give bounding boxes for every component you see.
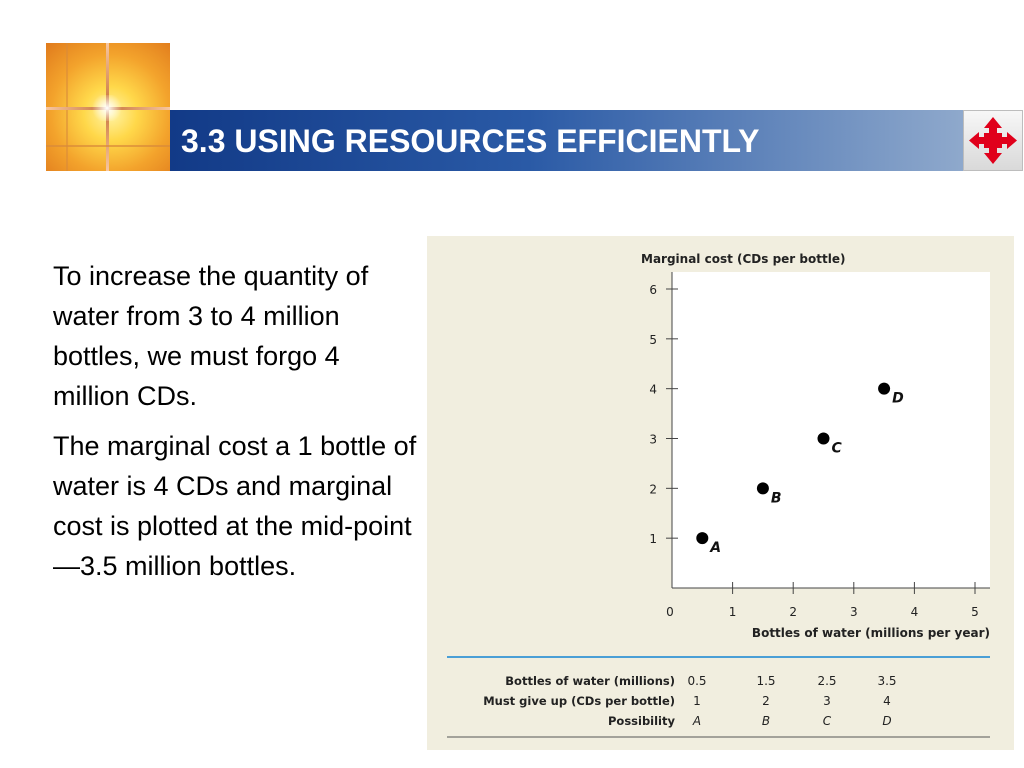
paragraph-2: The marginal cost a 1 bottle of water is…	[53, 431, 417, 581]
x-tick-label: 5	[971, 605, 979, 619]
y-tick-label: 4	[649, 383, 657, 397]
table-cell: C	[823, 714, 832, 728]
data-point-c	[817, 432, 830, 445]
title-bar	[170, 110, 965, 171]
y-tick-label: 3	[649, 433, 657, 447]
table-cell: A	[692, 714, 701, 728]
data-point-label: B	[771, 490, 782, 506]
body-text: To increase the quantity of water from 3…	[53, 256, 418, 596]
x-tick-label: 4	[911, 605, 919, 619]
data-point-label: C	[832, 441, 843, 457]
table-cell: B	[762, 714, 770, 728]
marginal-cost-chart: Marginal cost (CDs per bottle) Bottles of…	[447, 252, 990, 738]
table-cell: 3	[823, 694, 831, 708]
x-tick-label: 2	[789, 605, 797, 619]
data-point-label: D	[892, 391, 904, 407]
data-point-label: A	[709, 540, 721, 556]
table-cell: 1	[693, 694, 701, 708]
slide-title: 3.3 USING RESOURCES EFFICIENTLY	[181, 123, 760, 159]
plot-area	[672, 272, 990, 588]
x-tick-label: 0	[666, 605, 674, 619]
data-point-b	[756, 482, 769, 495]
table-cell: 2	[762, 694, 770, 708]
y-tick-label: 2	[649, 482, 657, 496]
data-point-d	[878, 382, 891, 395]
table-cell: 1.5	[756, 674, 775, 688]
table-cell: 2.5	[817, 674, 836, 688]
x-tick-label: 1	[729, 605, 737, 619]
y-tick-label: 1	[649, 532, 657, 546]
x-axis-title: Bottles of water (millions per year)	[752, 626, 990, 640]
x-tick-label: 3	[850, 605, 858, 619]
y-tick-label: 6	[649, 283, 657, 297]
nav-button[interactable]	[963, 110, 1023, 171]
table-cell: 4	[883, 694, 891, 708]
data-point-a	[696, 532, 709, 545]
table-row-header: Must give up (CDs per bottle)	[483, 694, 675, 708]
table-row-header: Possibility	[608, 714, 676, 728]
figure-panel: Marginal cost (CDs per bottle) Bottles of…	[427, 236, 1014, 750]
table-cell: 0.5	[687, 674, 706, 688]
y-tick-label: 5	[649, 333, 657, 347]
table-cell: 3.5	[877, 674, 896, 688]
table-row-header: Bottles of water (millions)	[505, 674, 675, 688]
table-cell: D	[882, 714, 891, 728]
four-way-arrows-icon	[969, 117, 1017, 164]
decorative-logo	[46, 43, 170, 171]
y-axis-title: Marginal cost (CDs per bottle)	[641, 252, 845, 266]
paragraph-1: To increase the quantity of water from 3…	[53, 261, 369, 411]
